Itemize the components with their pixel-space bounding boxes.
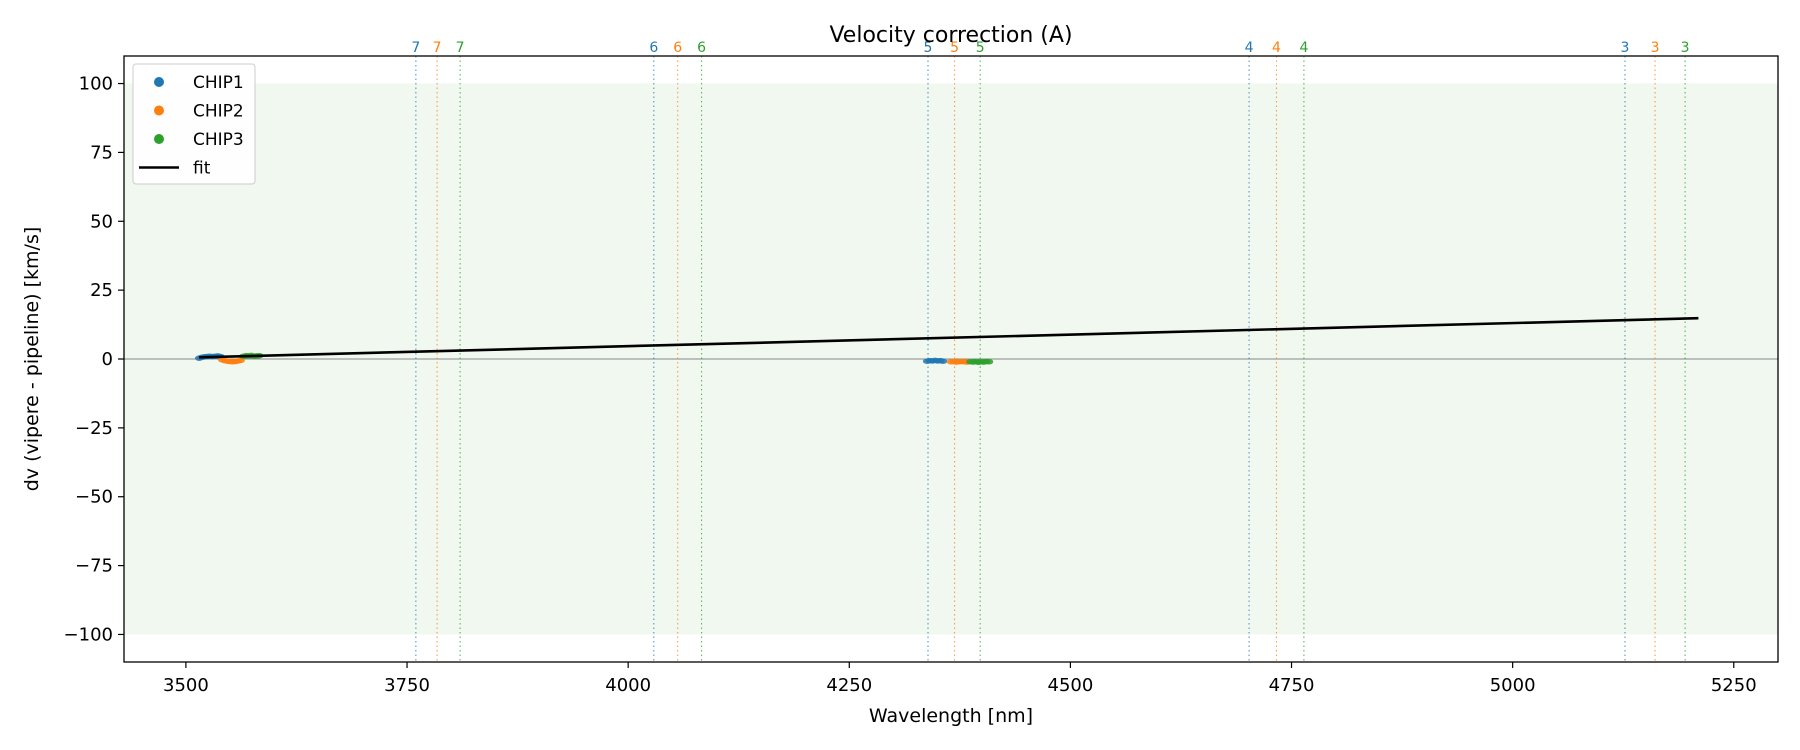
x-tick-label: 4750 <box>1269 675 1315 696</box>
order-marker-label: 5 <box>976 40 985 56</box>
order-marker-label: 6 <box>673 40 682 56</box>
x-tick-label: 5250 <box>1711 675 1757 696</box>
x-tick-label: 4500 <box>1048 675 1094 696</box>
x-tick-label: 4000 <box>605 675 651 696</box>
legend-marker-swatch <box>154 134 164 144</box>
x-tick-label: 3750 <box>384 675 430 696</box>
legend-label: CHIP1 <box>193 73 244 93</box>
series-layer <box>194 316 1699 366</box>
y-tick-label: 75 <box>90 142 113 163</box>
order-marker-label: 3 <box>1651 40 1660 56</box>
y-tick-label: −50 <box>75 487 113 508</box>
order-marker-label: 3 <box>1681 40 1690 56</box>
y-axis-label: dv (vipere - pipeline) [km/s] <box>21 227 43 492</box>
legend: CHIP1 CHIP2 CHIP3 fit <box>132 63 256 185</box>
order-marker-label: 4 <box>1272 40 1281 56</box>
y-tick-label: 50 <box>90 211 113 232</box>
order-marker-label: 7 <box>433 40 442 56</box>
order-marker-label: 4 <box>1299 40 1308 56</box>
chart-title: Velocity correction (A) <box>829 23 1072 48</box>
y-tick-label: 0 <box>102 349 113 370</box>
order-marker-label: 3 <box>1621 40 1630 56</box>
fit-line <box>199 316 1699 359</box>
legend-label: fit <box>193 159 211 179</box>
x-axis-label: Wavelength [nm] <box>869 705 1033 727</box>
order-marker-label: 7 <box>411 40 420 56</box>
x-tick-label: 4250 <box>826 675 872 696</box>
legend-label: CHIP2 <box>193 102 244 122</box>
legend-marker-swatch <box>154 105 164 116</box>
y-tick-label: −100 <box>64 624 113 645</box>
x-axis-ticks: 3500 3750 4000 4250 4500 4750 5000 5250 <box>163 662 1757 696</box>
order-marker-label: 4 <box>1245 40 1254 56</box>
data-point-chip1 <box>938 358 948 365</box>
order-marker-label: 6 <box>649 40 658 56</box>
legend-item-fit: fit <box>139 159 211 179</box>
legend-box <box>132 63 256 185</box>
legend-item-chip1: CHIP1 <box>154 73 244 93</box>
legend-label: CHIP3 <box>193 130 244 150</box>
series-fit <box>199 316 1699 359</box>
order-marker-label: 5 <box>924 40 933 56</box>
order-marker-label: 7 <box>456 40 465 56</box>
y-tick-label: −25 <box>75 418 113 439</box>
series-chip2 <box>217 357 972 365</box>
y-tick-label: −75 <box>75 556 113 577</box>
order-marker-label: 5 <box>950 40 959 56</box>
legend-item-chip2: CHIP2 <box>154 102 244 122</box>
x-tick-label: 3500 <box>163 675 209 696</box>
order-marker-label: 6 <box>697 40 706 56</box>
y-axis-ticks: 100 75 50 25 0 −25 −50 −75 −100 <box>64 74 124 645</box>
x-tick-label: 5000 <box>1490 675 1536 696</box>
data-point-chip3 <box>984 358 994 365</box>
y-tick-label: 100 <box>79 74 113 95</box>
y-tick-label: 25 <box>90 280 113 301</box>
legend-item-chip3: CHIP3 <box>154 130 244 150</box>
legend-marker-swatch <box>154 77 164 87</box>
